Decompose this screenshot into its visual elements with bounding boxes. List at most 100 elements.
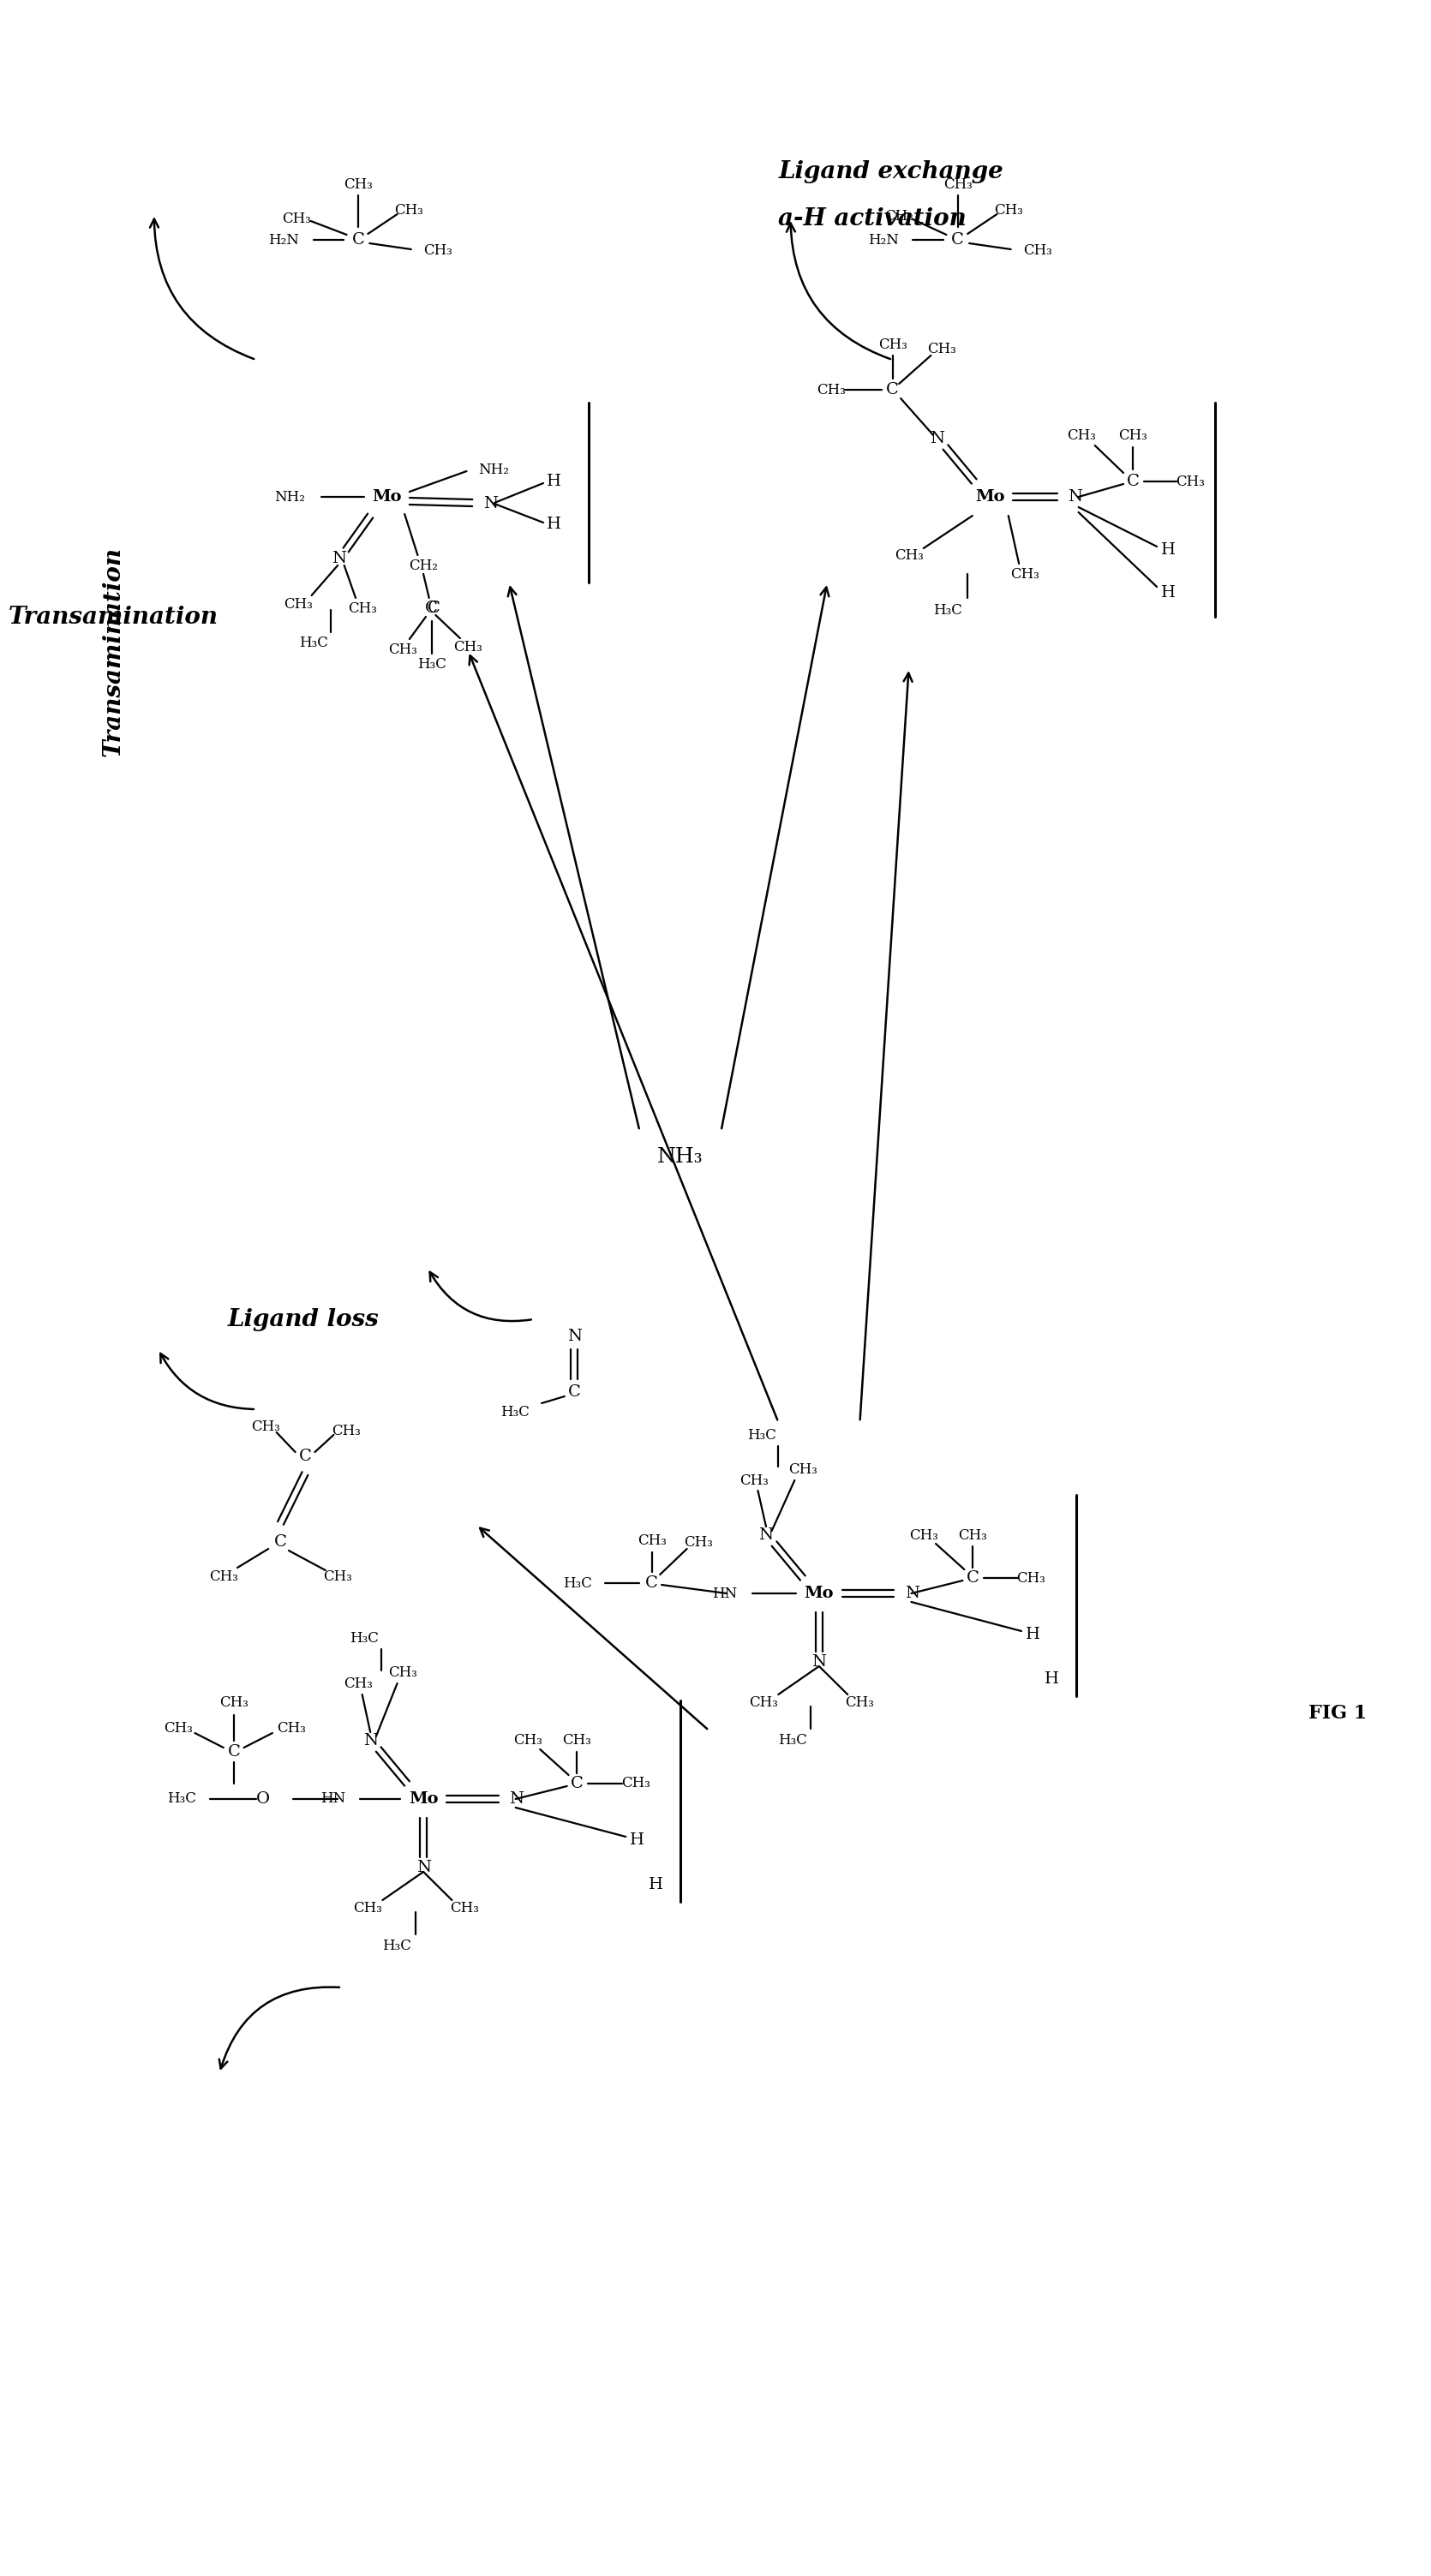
Text: CH₃: CH₃ (323, 1569, 352, 1584)
Text: C: C (425, 600, 438, 616)
Text: C: C (966, 1571, 979, 1587)
Text: H₃C: H₃C (778, 1734, 807, 1749)
Text: CH₃: CH₃ (219, 1695, 249, 1710)
Text: H₃C: H₃C (349, 1631, 378, 1646)
Text: CH₃: CH₃ (276, 1721, 306, 1736)
Text: CH₃: CH₃ (449, 1901, 479, 1917)
Text: HN: HN (713, 1587, 737, 1600)
Text: H₃C: H₃C (299, 636, 328, 649)
Text: CH₃: CH₃ (943, 178, 972, 191)
Text: CH₃: CH₃ (909, 1528, 939, 1543)
Text: CH₃: CH₃ (1119, 428, 1148, 443)
Text: CH₃: CH₃ (884, 209, 913, 224)
Text: N: N (904, 1587, 919, 1602)
Text: CH₃: CH₃ (684, 1535, 713, 1548)
Text: N: N (482, 497, 498, 513)
Text: CH₃: CH₃ (282, 211, 312, 227)
Text: CH₃: CH₃ (740, 1473, 768, 1486)
Text: N: N (758, 1528, 773, 1543)
Text: CH₃: CH₃ (817, 381, 846, 397)
Text: a-H activation: a-H activation (778, 206, 966, 229)
Text: C: C (1126, 474, 1139, 489)
Text: Mo: Mo (409, 1790, 438, 1806)
Text: CH₃: CH₃ (283, 598, 313, 611)
Text: H: H (1161, 544, 1175, 556)
Text: CH₃: CH₃ (637, 1533, 667, 1548)
Text: N: N (363, 1734, 378, 1749)
Text: NH₂: NH₂ (478, 461, 509, 477)
Text: C: C (275, 1535, 288, 1551)
Text: H: H (547, 474, 561, 489)
Text: FIG 1: FIG 1 (1308, 1703, 1367, 1723)
Text: CH₃: CH₃ (252, 1419, 280, 1435)
Text: C: C (228, 1744, 240, 1759)
Text: CH₃: CH₃ (846, 1695, 874, 1710)
Text: Mo: Mo (976, 489, 1005, 505)
Text: NH₃: NH₃ (657, 1146, 704, 1167)
Text: CH₃: CH₃ (748, 1695, 778, 1710)
Text: CH₃: CH₃ (1016, 1571, 1046, 1584)
Text: H: H (630, 1832, 644, 1847)
Text: N: N (567, 1329, 581, 1345)
Text: CH₃: CH₃ (353, 1901, 382, 1917)
Text: N: N (930, 430, 944, 446)
Text: CH₃: CH₃ (927, 343, 956, 355)
Text: C: C (886, 381, 899, 397)
Text: H₂N: H₂N (269, 232, 299, 247)
Text: CH₂: CH₂ (409, 559, 438, 572)
Text: H: H (1161, 585, 1175, 600)
Text: Transamination: Transamination (9, 605, 219, 629)
Text: H: H (1045, 1672, 1059, 1687)
Text: N: N (332, 551, 346, 567)
Text: C: C (952, 232, 964, 247)
Text: C: C (568, 1383, 581, 1399)
Text: CH₃: CH₃ (995, 204, 1023, 216)
Text: HN: HN (321, 1793, 346, 1806)
Text: CH₃: CH₃ (1176, 474, 1205, 489)
Text: H₃C: H₃C (747, 1427, 777, 1443)
Text: H₃C: H₃C (416, 657, 446, 672)
Text: CH₃: CH₃ (348, 600, 376, 616)
Text: CH₃: CH₃ (394, 204, 424, 216)
Text: CH₃: CH₃ (1010, 567, 1039, 582)
Text: CH₃: CH₃ (957, 1528, 987, 1543)
Text: Ligand exchange: Ligand exchange (778, 160, 1003, 183)
Text: CH₃: CH₃ (514, 1734, 542, 1749)
Text: N: N (811, 1654, 826, 1669)
Text: H₂N: H₂N (869, 232, 899, 247)
Text: CH₃: CH₃ (165, 1721, 193, 1736)
Text: CH₃: CH₃ (388, 641, 418, 657)
Text: CH₃: CH₃ (332, 1425, 361, 1437)
Text: N: N (1068, 489, 1082, 505)
Text: C: C (352, 232, 365, 247)
Text: C: C (645, 1577, 658, 1592)
Text: CH₃: CH₃ (788, 1463, 817, 1476)
Text: CH₃: CH₃ (562, 1734, 591, 1749)
Text: CH₃: CH₃ (209, 1569, 238, 1584)
Text: H: H (547, 518, 561, 533)
Text: CH₃: CH₃ (894, 549, 923, 562)
Text: CH₃: CH₃ (1068, 428, 1096, 443)
Text: CH₃: CH₃ (879, 337, 907, 353)
Text: CH₃: CH₃ (454, 639, 482, 654)
Text: C: C (571, 1775, 582, 1790)
Text: CH₃: CH₃ (343, 1677, 372, 1690)
Text: H₃C: H₃C (167, 1793, 196, 1806)
Text: H₃C: H₃C (564, 1577, 592, 1589)
Text: Transamination: Transamination (102, 546, 124, 755)
Text: NH₂: NH₂ (275, 489, 305, 505)
Text: Mo: Mo (804, 1587, 834, 1602)
Text: CH₃: CH₃ (424, 242, 452, 258)
Text: H: H (1026, 1628, 1040, 1643)
Text: H₃C: H₃C (933, 603, 962, 618)
Text: CH₃: CH₃ (388, 1664, 418, 1680)
Text: C: C (428, 600, 441, 616)
Text: H₃C: H₃C (382, 1940, 411, 1953)
Text: Mo: Mo (372, 489, 402, 505)
Text: C: C (299, 1448, 312, 1463)
Text: N: N (416, 1860, 431, 1875)
Text: N: N (509, 1790, 524, 1806)
Text: CH₃: CH₃ (1023, 242, 1052, 258)
Text: H₃C: H₃C (501, 1404, 529, 1419)
Text: H: H (648, 1878, 663, 1893)
